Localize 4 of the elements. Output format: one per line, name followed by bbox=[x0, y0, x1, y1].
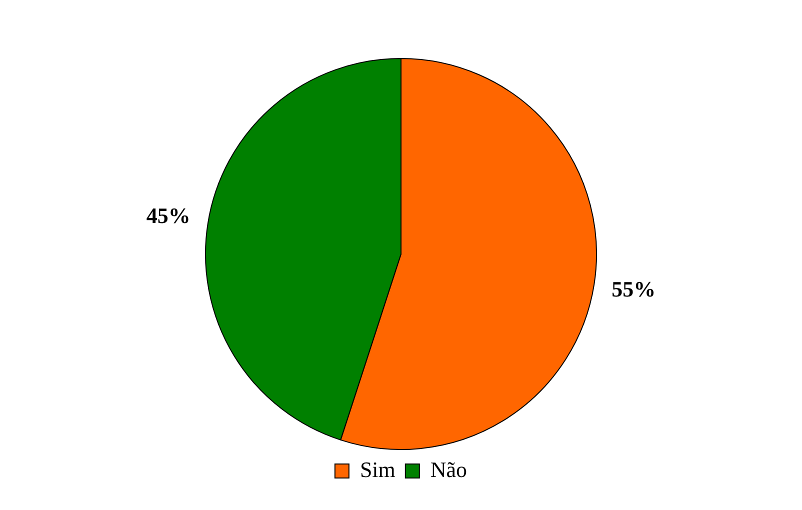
legend-label: Sim bbox=[360, 456, 396, 482]
data-label: 45% bbox=[146, 202, 190, 228]
data-label: 55% bbox=[612, 276, 656, 302]
legend-label: Não bbox=[430, 456, 468, 482]
